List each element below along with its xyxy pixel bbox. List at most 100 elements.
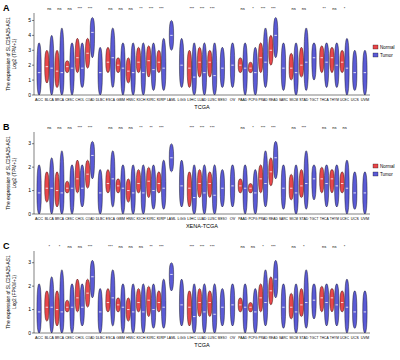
- y-tick-label: 1: [28, 77, 31, 83]
- y-tick-label: 0: [28, 211, 31, 217]
- violin-median: [300, 304, 302, 305]
- significance: ns: [129, 244, 133, 249]
- violin-median: [259, 297, 261, 298]
- y-tick-label: 1: [28, 187, 31, 193]
- panel-letter: A: [3, 3, 10, 13]
- significance: *: [303, 244, 305, 249]
- significance: ns: [332, 125, 336, 130]
- violin-median: [142, 311, 144, 312]
- x-tick-label: BRCA: [55, 336, 64, 340]
- significance: ns: [241, 244, 245, 249]
- x-tick-label: LAML: [167, 98, 176, 102]
- x-axis: [34, 214, 370, 215]
- x-tick-label: TGCT: [310, 336, 320, 340]
- violin-median: [364, 72, 366, 73]
- y-tick: [32, 143, 34, 144]
- violin-body: [230, 43, 234, 88]
- x-tick-label: THCA: [320, 217, 329, 221]
- violin-body: [161, 160, 165, 209]
- violin-body: [258, 165, 262, 193]
- significance: ns: [68, 125, 72, 130]
- violin-body: [151, 165, 155, 210]
- violin-body: [121, 165, 125, 214]
- violin-median: [71, 68, 73, 69]
- violin-body: [263, 151, 267, 207]
- violin-body: [304, 151, 308, 210]
- significance: ns: [47, 125, 51, 130]
- significance: ***: [88, 6, 93, 11]
- violin-body: [340, 50, 344, 72]
- violin-body: [80, 165, 84, 207]
- violin-body: [345, 160, 349, 214]
- violin-body: [146, 286, 150, 316]
- x-tick-label: LAML: [167, 336, 176, 340]
- violin-body: [230, 165, 234, 207]
- violin-body: [320, 46, 324, 73]
- violin-median: [188, 68, 190, 69]
- violin-body: [37, 165, 41, 214]
- violin-body: [80, 284, 84, 326]
- x-tick-label: COAD: [86, 98, 95, 102]
- violin-body: [106, 47, 110, 72]
- significance: ns: [322, 244, 326, 249]
- violin-median: [99, 311, 101, 312]
- violin-median: [38, 72, 40, 73]
- violin-body: [151, 43, 155, 91]
- significance: ns: [47, 6, 51, 11]
- violin-median: [91, 276, 93, 277]
- x-tick-label: ACC: [35, 336, 43, 340]
- x-tick-label: ESCA: [106, 336, 115, 340]
- violin-median: [341, 183, 343, 184]
- violin-median: [209, 62, 211, 63]
- y-tick-label: 5: [28, 17, 31, 23]
- violin-median: [142, 192, 144, 193]
- violin-median: [112, 297, 114, 298]
- violin-median: [76, 297, 78, 298]
- x-tick-label: COAD: [86, 336, 95, 340]
- violin-body: [90, 141, 94, 178]
- violin-median: [321, 57, 323, 58]
- violin-body: [353, 172, 357, 209]
- y-label: Log2 (TPM+1): [12, 38, 17, 69]
- violin-median: [162, 188, 164, 189]
- x-tick-label: UCS: [351, 217, 359, 221]
- violin-median: [127, 309, 129, 310]
- panel: AThe expression of SLC25A25-AS1Log2 (TPM…: [3, 3, 395, 110]
- violin-body: [312, 284, 316, 319]
- violin-median: [305, 62, 307, 63]
- violin-median: [193, 77, 195, 78]
- y-tick-label: 3: [28, 140, 31, 146]
- x-tick-label: READ: [269, 217, 278, 221]
- violin-body: [141, 284, 145, 333]
- x-tick-label: BLCA: [45, 336, 54, 340]
- x-tick-label: DLBC: [96, 217, 105, 221]
- violin-median: [264, 62, 266, 63]
- violin-median: [117, 65, 119, 66]
- violin-body: [45, 50, 49, 83]
- violin-median: [132, 192, 134, 193]
- violin-body: [151, 284, 155, 329]
- violin-body: [75, 38, 79, 72]
- violin-body: [49, 158, 53, 214]
- violin-median: [239, 65, 241, 66]
- violin-body: [192, 43, 196, 95]
- violin-median: [213, 314, 215, 315]
- violin-body: [281, 43, 285, 91]
- violin-median: [180, 304, 182, 305]
- x-tick-label: COAD: [86, 217, 95, 221]
- significance: ns: [57, 125, 61, 130]
- y-tick: [32, 167, 34, 168]
- violin-body: [60, 270, 64, 333]
- significance: ns: [292, 244, 296, 249]
- violin-median: [325, 183, 327, 184]
- violin-median: [209, 302, 211, 303]
- violin-median: [107, 302, 109, 303]
- violin-median: [282, 68, 284, 69]
- x-tick-label: KIRC: [147, 217, 156, 221]
- violin-body: [243, 43, 247, 95]
- x-tick-label: SARC: [279, 217, 288, 221]
- x-tick-label: KIRP: [157, 336, 166, 340]
- x-tick-label: KIRP: [157, 217, 166, 221]
- significance: ns: [292, 6, 296, 11]
- x-tick-label: LIHC: [187, 217, 196, 221]
